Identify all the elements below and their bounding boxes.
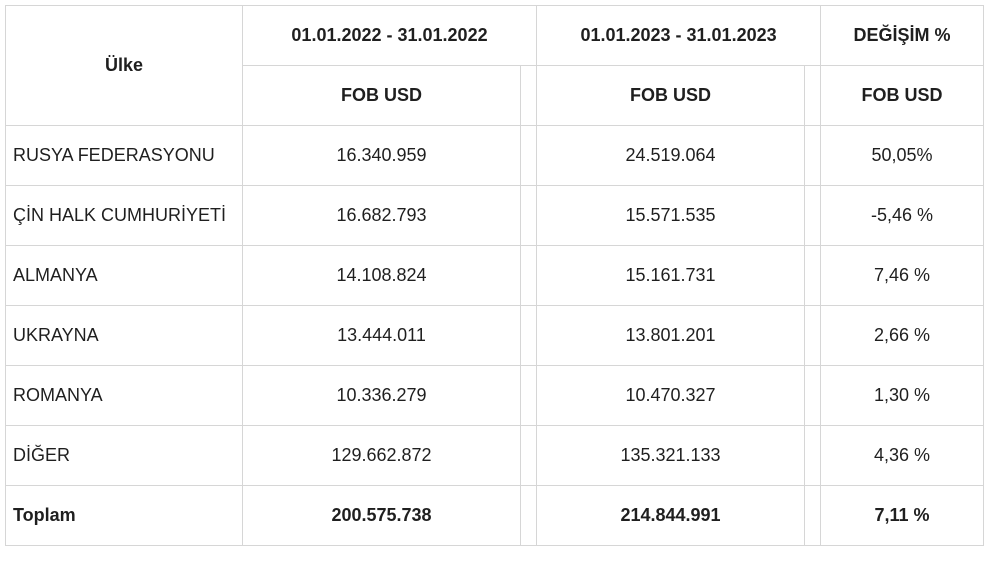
table-row: ROMANYA 10.336.279 10.470.327 1,30 % [5,365,985,426]
spacer-cell [804,65,822,126]
total-label: Toplam [5,485,243,546]
spacer-cell [804,485,822,546]
row-country: ÇİN HALK CUMHURİYETİ [5,185,243,246]
spacer-cell [519,425,538,486]
header-row-periods: Ülke 01.01.2022 - 31.01.2022 01.01.2023 … [5,5,985,126]
table-row: DİĞER 129.662.872 135.321.133 4,36 % [5,425,985,486]
total-row: Toplam 200.575.738 214.844.991 7,11 % [5,485,985,546]
row-country: RUSYA FEDERASYONU [5,125,243,186]
row-value-2023: 135.321.133 [536,425,806,486]
row-country: DİĞER [5,425,243,486]
spacer-cell [519,185,538,246]
row-change: 1,30 % [820,365,985,426]
spacer-cell [804,425,822,486]
row-country: UKRAYNA [5,305,243,366]
row-change: 4,36 % [820,425,985,486]
total-value-2023: 214.844.991 [536,485,806,546]
row-value-2022: 13.444.011 [242,305,521,366]
spacer-cell [519,65,538,126]
row-change: 2,66 % [820,305,985,366]
table-row: ALMANYA 14.108.824 15.161.731 7,46 % [5,245,985,306]
spacer-cell [804,245,822,306]
spacer-cell [804,305,822,366]
row-value-2022: 129.662.872 [242,425,521,486]
table-row: UKRAYNA 13.444.011 13.801.201 2,66 % [5,305,985,366]
header-unit-2022: FOB USD [242,65,521,126]
header-change: DEĞİŞİM % [820,5,985,66]
spacer-cell [519,245,538,306]
row-value-2023: 24.519.064 [536,125,806,186]
spacer-cell [519,485,538,546]
spacer-cell [804,125,822,186]
header-period-2023: 01.01.2023 - 31.01.2023 [536,5,822,66]
row-value-2023: 10.470.327 [536,365,806,426]
total-value-2022: 200.575.738 [242,485,521,546]
spacer-cell [519,305,538,366]
row-country: ALMANYA [5,245,243,306]
row-change: -5,46 % [820,185,985,246]
row-value-2022: 16.340.959 [242,125,521,186]
header-unit-2023: FOB USD [536,65,806,126]
row-value-2022: 14.108.824 [242,245,521,306]
header-period-2022: 01.01.2022 - 31.01.2022 [241,5,538,66]
row-country: ROMANYA [5,365,243,426]
spacer-cell [804,185,822,246]
row-value-2023: 15.571.535 [536,185,806,246]
row-change: 7,46 % [820,245,985,306]
table-row: ÇİN HALK CUMHURİYETİ 16.682.793 15.571.5… [5,185,985,246]
spacer-cell [519,125,538,186]
header-country: Ülke [5,5,243,126]
total-change: 7,11 % [820,485,985,546]
row-value-2022: 16.682.793 [242,185,521,246]
row-value-2023: 15.161.731 [536,245,806,306]
header-row-units: FOB USD FOB USD FOB USD [6,65,985,126]
spacer-cell [519,365,538,426]
row-value-2022: 10.336.279 [242,365,521,426]
row-change: 50,05% [820,125,985,186]
spacer-cell [804,365,822,426]
export-country-table: Ülke 01.01.2022 - 31.01.2022 01.01.2023 … [5,5,985,546]
header-unit-change: FOB USD [820,65,985,126]
table-row: RUSYA FEDERASYONU 16.340.959 24.519.064 … [5,125,985,186]
row-value-2023: 13.801.201 [536,305,806,366]
